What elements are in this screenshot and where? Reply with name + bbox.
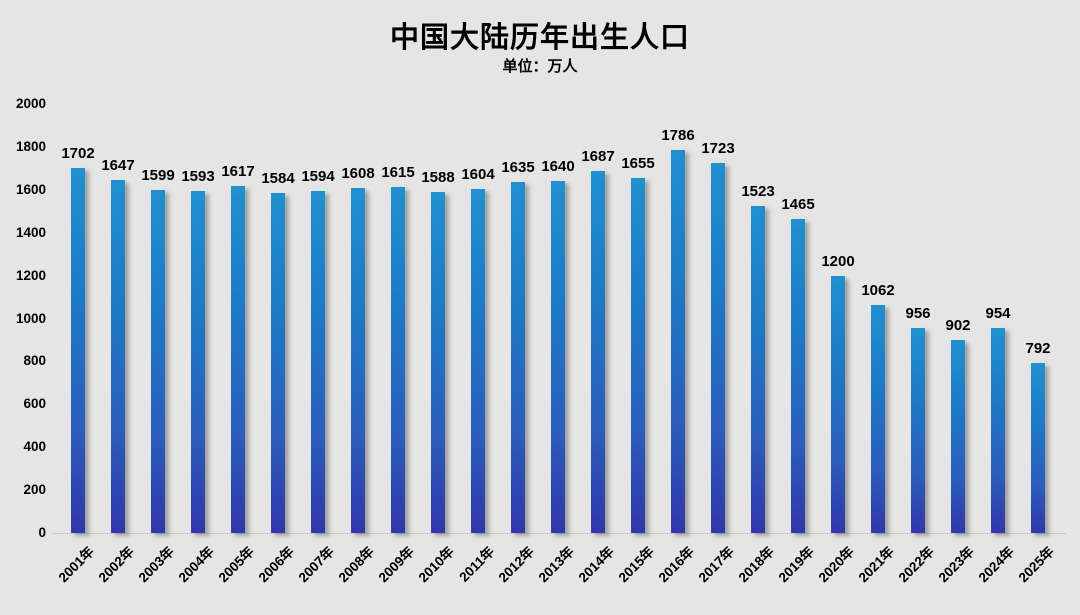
bar-value-label: 792 [1025,340,1051,357]
x-tick-label: 2011年 [456,543,498,585]
x-tick-label: 2023年 [936,543,978,586]
x-tick-label: 2025年 [1016,543,1058,586]
x-tick-label: 2018年 [736,543,778,586]
x-tick-label: 2010年 [416,543,458,586]
x-tick-label: 2008年 [336,543,378,586]
y-tick-label: 0 [38,525,46,540]
bar [431,192,445,533]
bar [311,191,325,533]
x-tick-label: 2024年 [976,543,1018,586]
chart-unit-label: 单位：万人 [502,58,578,75]
x-tick-label: 2014年 [576,543,618,586]
bar-value-label: 1647 [101,157,135,174]
x-tick-label: 2006年 [256,543,298,586]
bar [711,163,725,533]
x-tick-label: 2013年 [536,543,578,586]
bar [271,193,285,533]
x-tick-label: 2021年 [856,543,898,586]
bar [471,189,485,533]
y-tick-label: 800 [23,353,46,369]
bar-value-label: 1465 [781,196,815,213]
bar [1031,363,1045,533]
bar [631,178,645,533]
bar [591,171,605,533]
x-tick-label: 2004年 [176,543,218,586]
bar-value-label: 902 [945,317,971,334]
chart-title: 中国大陆历年出生人口 [389,22,690,54]
x-tick-label: 2005年 [216,543,258,586]
y-tick-label: 1800 [15,138,46,154]
bar-value-label: 1200 [821,253,855,270]
bar-value-label: 1608 [341,165,375,182]
bar-value-label: 1615 [381,164,415,181]
bar [951,340,965,533]
x-tick-label: 2022年 [896,543,938,586]
bar [351,188,365,533]
bar [671,150,685,533]
bar-value-label: 954 [985,305,1011,322]
bar-value-label: 1617 [221,163,255,180]
bar-value-label: 1588 [421,169,455,186]
bar-value-label: 1599 [141,167,175,184]
bar [511,182,525,533]
x-axis-line [52,533,1066,534]
y-tick-label: 400 [23,439,46,455]
x-tick-label: 2017年 [696,543,738,586]
bar-value-label: 1635 [501,159,535,176]
bar [831,276,845,533]
bar [391,187,405,533]
bar-value-label: 1640 [541,158,575,175]
bar-value-label: 1786 [661,127,695,144]
bar [991,328,1005,533]
bar-value-label: 1687 [581,148,615,165]
x-tick-label: 2015年 [616,543,658,586]
x-tick-label: 2001年 [56,543,98,586]
x-tick-label: 2020年 [816,543,858,586]
bar-value-label: 1584 [261,170,295,187]
bar-value-label: 1594 [301,168,335,185]
bar [71,168,85,533]
x-tick-label: 2019年 [776,543,818,586]
bar [791,219,805,533]
bar [151,190,165,533]
y-tick-label: 1200 [15,267,46,283]
bar [231,186,245,533]
x-tick-label: 2012年 [496,543,538,586]
x-tick-label: 2002年 [96,543,138,586]
x-tick-label: 2003年 [136,543,178,586]
bar-value-label: 1702 [61,145,95,162]
y-tick-label: 1000 [15,310,46,326]
bar [871,305,885,533]
bar-value-label: 1655 [621,155,655,172]
y-tick-label: 600 [23,396,46,412]
bar [111,180,125,533]
y-tick-label: 1600 [15,181,46,197]
bar-value-label: 1723 [701,140,735,157]
bar [751,206,765,533]
bar-value-label: 1523 [741,183,775,200]
bar-value-label: 956 [905,305,931,322]
bar-value-label: 1062 [861,282,895,299]
bar [911,328,925,533]
y-tick-label: 2000 [15,96,46,111]
bar-value-label: 1604 [461,166,495,183]
bar [191,191,205,533]
x-tick-label: 2009年 [376,543,418,586]
x-tick-label: 2007年 [296,543,338,586]
y-tick-label: 1400 [15,224,46,240]
bar [551,181,565,533]
x-tick-label: 2016年 [656,543,698,586]
y-tick-label: 200 [23,482,46,498]
bar-value-label: 1593 [181,168,215,185]
